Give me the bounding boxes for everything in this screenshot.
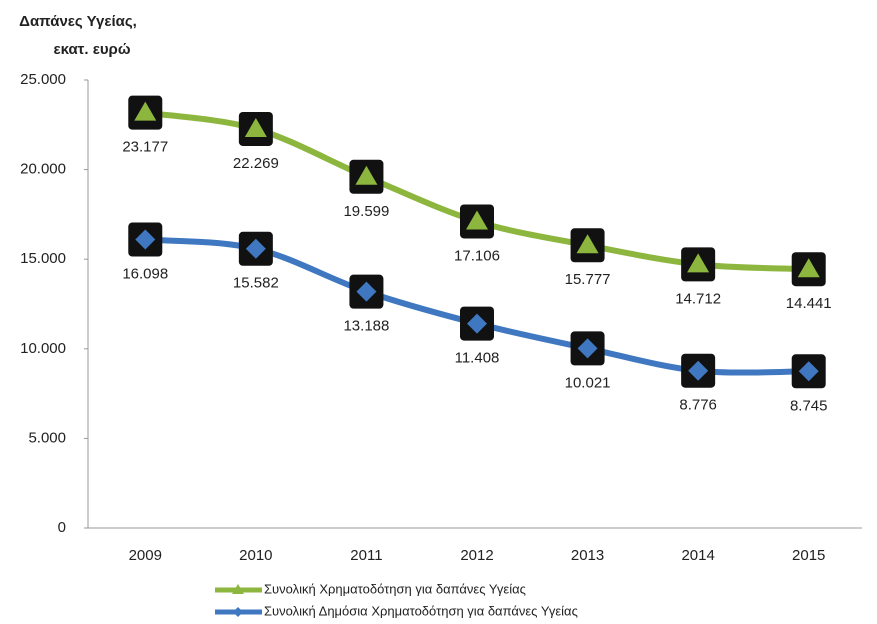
data-label: 14.712: [675, 290, 721, 307]
marker-shape: [245, 238, 266, 259]
y-axis-label: εκατ. ευρώ: [53, 41, 130, 58]
data-point: [349, 274, 384, 309]
legend-label: Συνολική Χρηματοδότηση για δαπάνες Υγεία…: [264, 581, 526, 596]
data-point: [128, 222, 163, 257]
y-tick-label: 5.000: [28, 429, 66, 446]
legend-label: Συνολική Δημόσια Χρηματοδότηση για δαπάν…: [264, 603, 578, 618]
data-point: [460, 306, 494, 341]
x-tick-label: 2012: [460, 547, 493, 564]
x-tick-label: 2009: [129, 547, 162, 564]
marker-shape: [688, 360, 709, 381]
data-point: [349, 159, 384, 194]
marker-shape: [467, 313, 487, 334]
y-tick-label: 25.000: [20, 71, 66, 88]
data-point: [238, 111, 273, 146]
marker-shape: [797, 258, 820, 278]
data-label: 16.098: [122, 265, 168, 282]
data-point: [460, 204, 494, 239]
marker-shape: [244, 117, 267, 137]
data-label: 15.777: [565, 271, 611, 288]
y-tick-label: 15.000: [20, 250, 66, 267]
y-tick-label: 20.000: [20, 161, 66, 178]
marker-shape: [577, 338, 598, 359]
data-label: 11.408: [455, 350, 500, 367]
data-label: 17.106: [454, 247, 500, 264]
marker-shape: [356, 281, 377, 302]
x-tick-label: 2013: [571, 547, 604, 564]
y-tick-label: 10.000: [20, 340, 66, 357]
marker-shape: [233, 607, 243, 617]
data-point: [570, 228, 605, 263]
x-tick-label: 2011: [350, 547, 382, 564]
data-label: 15.582: [233, 275, 279, 292]
data-label: 10.021: [565, 374, 611, 391]
data-label: 14.441: [786, 295, 832, 312]
marker-shape: [798, 361, 819, 382]
data-point: [791, 354, 826, 389]
data-point: [791, 252, 826, 287]
y-axis-label: Δαπάνες Υγείας,: [19, 13, 137, 30]
data-point: [681, 353, 716, 388]
marker-shape: [134, 101, 157, 121]
data-point: [681, 247, 716, 282]
y-tick-label: 0: [58, 519, 66, 536]
data-point: [238, 231, 273, 266]
data-label: 19.599: [343, 203, 389, 220]
marker-shape: [687, 253, 710, 273]
x-tick-label: 2010: [239, 547, 272, 564]
marker-shape: [135, 229, 156, 250]
data-point: [570, 331, 605, 366]
data-label: 8.776: [679, 397, 717, 414]
marker-shape: [466, 210, 488, 230]
data-label: 23.177: [122, 139, 168, 156]
data-point: [128, 95, 163, 130]
marker-shape: [355, 165, 378, 185]
x-tick-label: 2015: [792, 547, 825, 564]
legend-marker: [233, 607, 243, 617]
data-label: 13.188: [343, 318, 389, 335]
data-label: 8.745: [790, 397, 828, 414]
legend-marker: [232, 584, 244, 594]
marker-shape: [232, 584, 244, 594]
x-tick-label: 2014: [681, 547, 714, 564]
marker-shape: [576, 234, 599, 254]
data-label: 22.269: [233, 155, 279, 172]
